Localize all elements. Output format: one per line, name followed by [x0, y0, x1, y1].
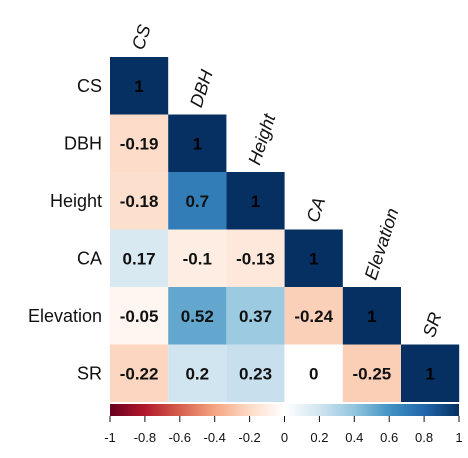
- colorbar: -1 -0.8 -0.6 -0.4 -0.2 0 0.2 0.4 0.6 0.8 1: [104, 404, 463, 445]
- row-label: Height: [50, 191, 102, 211]
- colorbar-tick-label: -1: [104, 430, 116, 445]
- cell-value-label: 1: [425, 364, 434, 383]
- heatmap-cell: [226, 344, 285, 402]
- cell-value-label: 0.17: [123, 249, 156, 268]
- row-label: DBH: [64, 133, 102, 153]
- colorbar-tick-label: -0.4: [203, 430, 225, 445]
- cell-value-label: 1: [193, 134, 202, 153]
- heatmap-cell: [226, 287, 285, 345]
- cell-value-label: -0.05: [120, 307, 159, 326]
- row-label: CS: [77, 76, 102, 96]
- heatmap-cell: [342, 287, 401, 345]
- heatmap-cell: [110, 229, 169, 287]
- colorbar-tick-label: -0.2: [238, 430, 260, 445]
- column-label: CA: [302, 195, 329, 225]
- column-label: SR: [419, 310, 446, 340]
- colorbar-gradient: [110, 404, 459, 416]
- row-label: CA: [77, 248, 102, 268]
- cell-value-label: -0.1: [183, 249, 212, 268]
- heatmap-cell: [168, 344, 227, 402]
- cell-value-label: 0.23: [239, 364, 272, 383]
- colorbar-tick-label: 1: [455, 430, 462, 445]
- heatmap-cell: [110, 344, 169, 402]
- heatmap-cell: [168, 172, 227, 230]
- cell-value-label: 0.2: [185, 364, 209, 383]
- heatmap-cell: [168, 229, 227, 287]
- heatmap-cell: [168, 114, 227, 172]
- colorbar-tick-label: -0.6: [169, 430, 191, 445]
- row-labels: CS DBH Height CA Elevation SR: [28, 76, 102, 384]
- heatmap-cell: [110, 172, 169, 230]
- heatmap-cell: [110, 57, 169, 115]
- heatmap-cell: [342, 344, 401, 402]
- cell-value-label: 1: [251, 192, 260, 211]
- colorbar-tick-label: 0.4: [345, 430, 363, 445]
- heatmap-cell: [226, 229, 285, 287]
- heatmap-cell: [401, 344, 460, 402]
- column-label: Height: [244, 111, 279, 168]
- colorbar-tick-label: 0.6: [380, 430, 398, 445]
- heatmap-cell: [110, 287, 169, 345]
- cell-value-label: 0.37: [239, 307, 272, 326]
- cell-value-label: -0.13: [236, 249, 275, 268]
- heatmap-cell: [284, 344, 343, 402]
- cell-value-label: -0.19: [120, 134, 159, 153]
- cell-value-label: -0.22: [120, 364, 159, 383]
- cell-value-label: -0.24: [294, 307, 333, 326]
- colorbar-tick-label: -0.8: [134, 430, 156, 445]
- heatmap-cells: 1 -0.19 1 -0.18 0.7 1 0.17 -0.1 -0.13 1 -0.05 0.52 0…: [110, 57, 460, 402]
- heatmap-cell: [284, 229, 343, 287]
- colorbar-tick-label: 0.2: [310, 430, 328, 445]
- column-label: CS: [128, 22, 155, 52]
- cell-value-label: 0.52: [181, 307, 214, 326]
- heatmap-cell: [226, 172, 285, 230]
- cell-value-label: -0.18: [120, 192, 159, 211]
- cell-value-label: 1: [134, 77, 143, 96]
- cell-value-label: -0.25: [353, 364, 392, 383]
- heatmap-cell: [110, 114, 169, 172]
- heatmap-cell: [284, 287, 343, 345]
- column-label: Elevation: [361, 206, 403, 283]
- column-label: DBH: [186, 66, 217, 109]
- cell-value-label: 1: [309, 249, 318, 268]
- row-label: Elevation: [28, 306, 102, 326]
- cell-value-label: 0: [309, 364, 318, 383]
- colorbar-tick-label: 0.8: [415, 430, 433, 445]
- colorbar-tick-label: 0: [281, 430, 288, 445]
- row-label: SR: [77, 363, 102, 383]
- heatmap-cell: [168, 287, 227, 345]
- cell-value-label: 0.7: [185, 192, 209, 211]
- cell-value-label: 1: [367, 307, 376, 326]
